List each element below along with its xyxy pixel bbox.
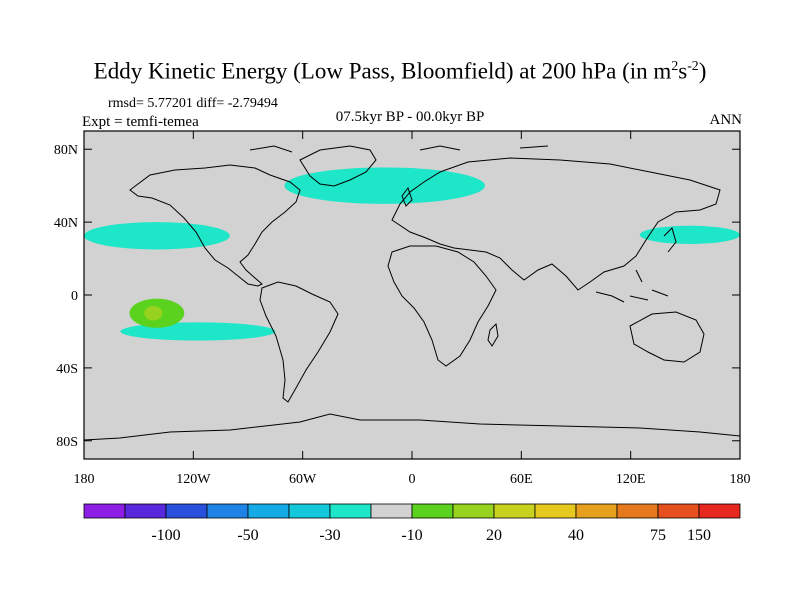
- colorbar-label: 150: [687, 527, 711, 544]
- y-tick-label: 80S: [56, 435, 78, 450]
- colorbar-swatch: [288, 503, 331, 519]
- y-tick-label: 40N: [54, 216, 78, 231]
- coastlines: [83, 145, 741, 441]
- stats-label: rmsd= 5.77201 diff= -2.79494: [108, 96, 278, 111]
- region-north-pacific-central: [639, 225, 741, 244]
- colorbar-label: -30: [319, 527, 340, 544]
- x-tick-label: 120E: [616, 472, 646, 487]
- colorbar-swatch: [83, 503, 126, 519]
- season-label: ANN: [709, 112, 743, 128]
- colorbar-swatch: [124, 503, 167, 519]
- colorbar-label: 20: [486, 527, 502, 544]
- region-central-pacific-core: [144, 305, 163, 321]
- experiment-label: Expt = temfi-temea: [82, 114, 199, 130]
- x-tick-label: 60E: [510, 472, 533, 487]
- map-axes: 180 120W 60W 0 60E 120E 180 80N 40N 0 40S 80S: [54, 131, 751, 487]
- region-north-pacific-east: [84, 222, 230, 250]
- x-tick-label: 0: [409, 472, 416, 487]
- chart-title: Eddy Kinetic Energy (Low Pass, Bloomfiel…: [93, 58, 707, 84]
- x-tick-label: 180: [74, 472, 95, 487]
- colorbar-swatch: [411, 503, 454, 519]
- colorbar-swatch: [370, 503, 413, 519]
- x-tick-label: 180: [730, 472, 751, 487]
- colorbar-label: -10: [401, 527, 422, 544]
- y-tick-label: 0: [71, 289, 78, 304]
- period-label: 07.5kyr BP - 00.0kyr BP: [335, 109, 485, 125]
- region-north-atlantic-band: [284, 167, 485, 204]
- colorbar-swatch: [165, 503, 208, 519]
- colorbar-swatch: [329, 503, 372, 519]
- x-tick-label: 60W: [289, 472, 317, 487]
- colorbar-swatch: [534, 503, 577, 519]
- colorbar-swatch: [493, 503, 536, 519]
- y-tick-label: 40S: [56, 362, 78, 377]
- colorbar-swatch: [247, 503, 290, 519]
- colorbar-swatch: [206, 503, 249, 519]
- y-tick-label: 80N: [54, 143, 78, 158]
- colorbar-swatch: [698, 503, 741, 519]
- x-tick-label: 120W: [176, 472, 211, 487]
- colorbar-swatch: [452, 503, 495, 519]
- colorbar-swatch: [657, 503, 700, 519]
- colorbar-label: -50: [237, 527, 258, 544]
- colorbar-label: 75: [650, 527, 666, 544]
- colorbar-swatch: [616, 503, 659, 519]
- colorbar-label: -100: [151, 527, 180, 544]
- colorbar-swatch: [575, 503, 618, 519]
- colorbar: -100 -50 -30 -10 20 40 75 150: [83, 503, 741, 544]
- colorbar-label: 40: [568, 527, 584, 544]
